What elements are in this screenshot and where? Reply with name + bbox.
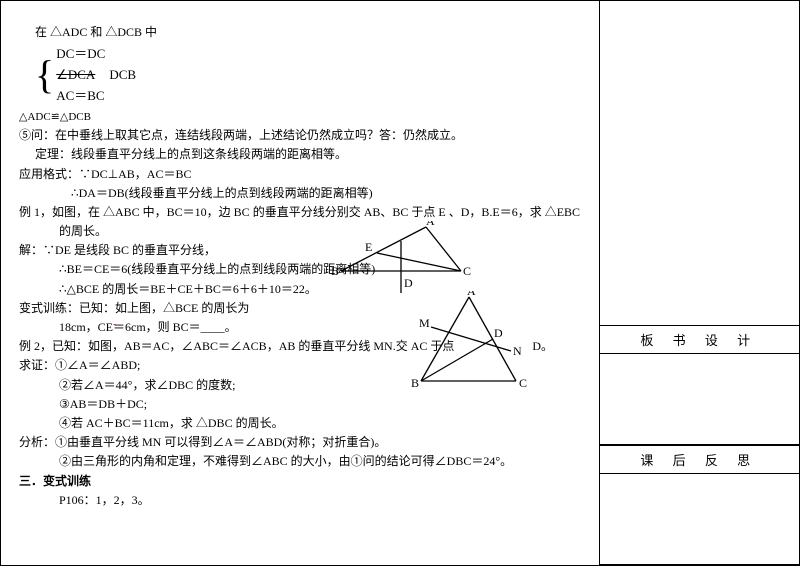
brace-line-3: AC＝BC [56,86,136,107]
label2-A: A [467,291,476,298]
example-1b: 的周长。 [19,222,585,241]
section-3-body: P106：1，2，3。 [19,491,585,510]
analysis-2: ②由三角形的内角和定理，不难得到∠ABC 的大小，由①问的结论可得∠DBC＝24… [19,452,585,471]
label-C: C [463,264,471,278]
section-3-header: 三．变式训练 [19,472,585,491]
brace-lines: DC＝DC ∠DCADCB AC＝BC [56,44,136,106]
side-top-spacer [600,1,799,325]
label2-D: D [494,326,503,340]
analysis-1: 分析：①由垂直平分线 MN 可以得到∠A＝∠ABD(对称；对折重合)。 [19,433,585,452]
label-D: D [404,276,413,290]
side-section-board: 板 书 设 计 [600,325,799,445]
side-section-reflect: 课 后 反 思 [600,445,799,565]
side-header-1: 板 书 设 计 [600,326,799,354]
solution-2: ∴BE＝CE＝6(线段垂直平分线上的点到线段两端的距离相等) [19,260,585,279]
figure-2: A B C D M N [401,291,541,397]
side-body-2 [600,474,799,564]
example-2a: 例 2，已知：如图，AB＝AC，∠ABC＝∠ACB，AB 的垂直平分线 MN.交… [19,337,454,356]
label2-B: B [411,376,419,390]
apply-header: 应用格式：∵DC⊥AB，AC＝BC [19,165,585,184]
label-E: E [365,240,372,254]
main-column: 在 △ADC 和 △DCB 中 { DC＝DC ∠DCADCB AC＝BC △A… [1,1,600,565]
label2-C: C [519,376,527,390]
example-1a: 例 1，如图，在 △ABC 中，BC＝10，边 BC 的垂直平分线分别交 AB、… [19,203,585,222]
side-body-1 [600,354,799,444]
prove-4: ④若 AC＋BC＝11cm，求 △DBC 的周长。 [19,414,585,433]
theorem-line: 定理：线段垂直平分线上的点到这条线段两端的距离相等。 [19,145,585,164]
solution-1: 解：∵DE 是线段 BC 的垂直平分线， [19,241,585,260]
label2-M: M [419,316,430,330]
left-brace-icon: { [35,57,54,93]
label-B: B [331,264,339,278]
question-5: ⑤问：在中垂线上取其它点，连结线段两端，上述结论仍然成立吗？答：仍然成立。 [19,126,585,145]
prove-3: ③AB＝DB＋DC; [19,395,585,414]
side-column: 板 书 设 计 课 后 反 思 [600,1,799,565]
triangle-1-svg: A B C D E [331,221,471,301]
congruent-line: △ADC≌△DCB [19,109,585,127]
apply-result: ∴DA＝DB(线段垂直平分线上的点到线段两端的距离相等) [19,184,585,203]
label2-N: N [513,344,522,358]
intro-line: 在 △ADC 和 △DCB 中 [19,23,585,42]
brace-line-1: DC＝DC [56,44,136,65]
brace-system: { DC＝DC ∠DCADCB AC＝BC [35,44,585,106]
triangle-2-svg: A B C D M N [401,291,541,391]
red-mark-icon: - [113,317,116,333]
side-header-2: 课 后 反 思 [600,446,799,474]
brace-line-2: ∠DCADCB [56,65,136,86]
label-A: A [426,221,435,228]
page-frame: 在 △ADC 和 △DCB 中 { DC＝DC ∠DCADCB AC＝BC △A… [0,0,800,566]
